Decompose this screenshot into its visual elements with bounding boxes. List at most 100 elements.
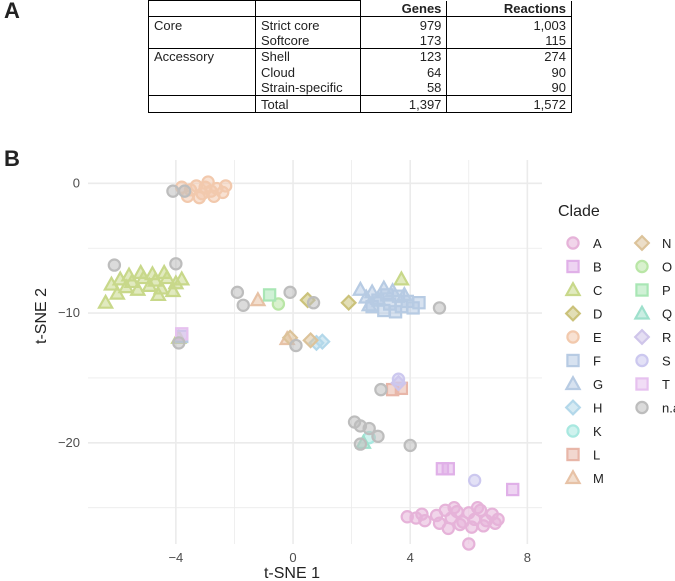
table-row: Cloud 64 90 — [148, 64, 572, 80]
data-point-A — [462, 537, 476, 551]
data-point-na — [166, 184, 180, 198]
data-point-M — [249, 291, 267, 307]
table-cell-genes: 979 — [360, 16, 448, 33]
table-cell-reactions: 115 — [446, 32, 572, 50]
axis-ticks: −4 0 4 8 0 −10 −20 — [58, 175, 531, 565]
legend-label: L — [593, 448, 600, 463]
legend-key-M — [564, 468, 582, 485]
legend-key-L — [566, 447, 580, 462]
data-point-F — [412, 296, 426, 310]
table-cell-group — [148, 95, 256, 113]
data-point-na — [403, 438, 417, 453]
y-tick-label: −10 — [58, 305, 80, 320]
table-cell-category: Strain-specific — [255, 79, 361, 97]
data-point-na — [432, 301, 447, 315]
table-cell-category: Strict core — [255, 16, 361, 33]
table-header-row: Genes Reactions — [148, 0, 572, 18]
data-point-G — [384, 281, 402, 298]
data-point-A — [418, 513, 432, 528]
data-point-na — [306, 296, 321, 310]
table-header-reactions: Reactions — [446, 0, 572, 18]
pangenome-summary-table: Genes Reactions Core Strict core 979 1,0… — [148, 0, 572, 113]
x-tick-label: 0 — [289, 550, 296, 565]
data-point-E — [192, 190, 207, 205]
data-point-A — [488, 516, 502, 530]
data-point-N — [302, 331, 319, 349]
table-cell-genes: 64 — [360, 64, 448, 80]
table-row: Accessory Shell 123 274 — [148, 48, 572, 65]
data-point-C — [155, 263, 173, 279]
x-tick-label: 4 — [407, 550, 414, 565]
table-header-genes: Genes — [359, 0, 448, 18]
plot-points — [97, 175, 520, 551]
table-cell-group — [148, 32, 256, 50]
data-point-na — [374, 382, 388, 397]
table-cell-category: Total — [255, 95, 361, 113]
data-point-A — [470, 500, 485, 515]
legend-label: S — [662, 354, 671, 369]
table-cell-category: Shell — [255, 48, 361, 65]
data-point-na — [107, 258, 122, 272]
data-point-na — [362, 421, 376, 436]
legend-key-O — [635, 259, 649, 274]
table-cell-reactions: 90 — [446, 64, 572, 80]
data-point-C — [132, 263, 150, 279]
data-point-A — [447, 500, 461, 515]
legend-key-S — [635, 353, 649, 368]
legend-label: F — [593, 354, 601, 369]
legend-key-Q — [633, 304, 651, 320]
data-point-C — [129, 280, 147, 296]
data-point-na — [283, 285, 297, 300]
table-cell-reactions: 274 — [446, 48, 572, 65]
data-point-C — [392, 270, 410, 286]
data-point-na — [177, 184, 192, 198]
legend-label: A — [593, 236, 602, 251]
data-point-A — [476, 519, 491, 533]
legend-label: O — [662, 260, 672, 275]
legend-key-E — [566, 330, 580, 344]
data-point-na — [371, 429, 385, 444]
data-point-S — [467, 473, 482, 488]
table-row: Softcore 173 115 — [148, 32, 572, 50]
data-point-G — [369, 289, 387, 305]
data-point-na — [169, 257, 183, 271]
data-point-na — [236, 298, 250, 312]
legend-key-T — [635, 377, 649, 391]
data-point-G — [351, 280, 369, 296]
legend-title: Clade — [558, 203, 600, 220]
data-point-E — [201, 175, 215, 189]
legend-key-C — [564, 280, 582, 297]
y-tick-label: −20 — [58, 435, 80, 450]
data-point-C — [173, 270, 191, 286]
data-point-B — [506, 482, 520, 497]
legend-label: D — [593, 307, 602, 322]
y-tick-label: 0 — [73, 175, 80, 190]
legend-key-G — [564, 374, 582, 391]
data-point-na — [353, 437, 368, 451]
legend-key-P — [635, 283, 649, 297]
table-header-cell — [148, 0, 256, 18]
legend-label: H — [593, 401, 602, 416]
panel-a-label: A — [4, 0, 20, 23]
legend-label: N — [662, 236, 671, 251]
data-point-na — [230, 285, 245, 300]
x-tick-label: 8 — [524, 550, 531, 565]
data-point-A — [453, 517, 467, 532]
table-row: Core Strict core 979 1,003 — [148, 16, 572, 33]
legend-label: T — [662, 377, 670, 392]
legend-label: Q — [662, 307, 672, 322]
legend-label: B — [593, 260, 602, 275]
data-point-S — [391, 372, 406, 386]
table-cell-category: Cloud — [255, 64, 361, 80]
x-axis-title: t-SNE 1 — [264, 565, 320, 581]
legend-label: R — [662, 330, 671, 345]
x-tick-label: −4 — [168, 550, 183, 565]
legend-key-D — [564, 305, 582, 322]
legend-label: P — [662, 283, 671, 298]
data-point-A — [441, 521, 455, 536]
table-cell-genes: 173 — [360, 32, 448, 50]
data-point-P — [262, 288, 277, 302]
panel-b-label: B — [4, 146, 20, 171]
table-row-total: Total 1,397 1,572 — [148, 95, 572, 113]
